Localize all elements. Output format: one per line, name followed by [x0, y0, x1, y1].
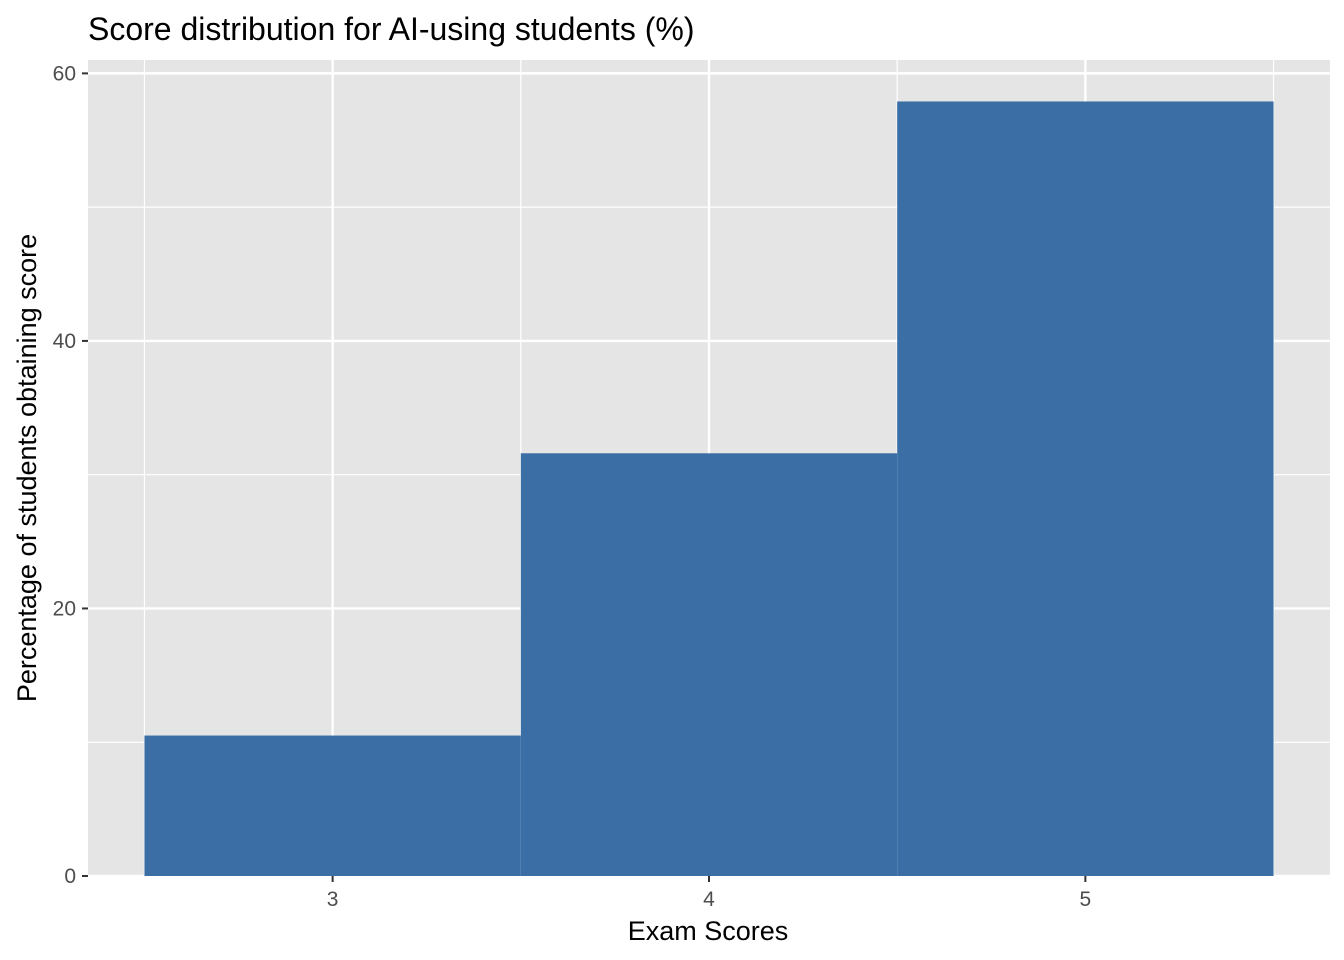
- y-axis: 0 20 40 60: [53, 62, 88, 888]
- x-axis-title: Exam Scores: [628, 916, 789, 946]
- x-axis: 3 4 5: [327, 876, 1091, 911]
- y-tick-label: 0: [64, 865, 76, 888]
- y-tick-label: 60: [53, 62, 76, 85]
- bar-score-4: [520, 453, 898, 876]
- y-tick-label: 20: [53, 597, 76, 620]
- chart-title: Score distribution for AI-using students…: [88, 11, 695, 47]
- bar-score-5: [897, 101, 1274, 876]
- x-tick-label: 5: [1080, 888, 1092, 911]
- x-tick-label: 3: [327, 888, 339, 911]
- y-axis-title: Percentage of students obtaining score: [12, 234, 42, 702]
- bar-score-3: [144, 735, 521, 876]
- x-tick-label: 4: [703, 888, 715, 911]
- y-tick-label: 40: [53, 330, 76, 353]
- bars: [144, 101, 1274, 876]
